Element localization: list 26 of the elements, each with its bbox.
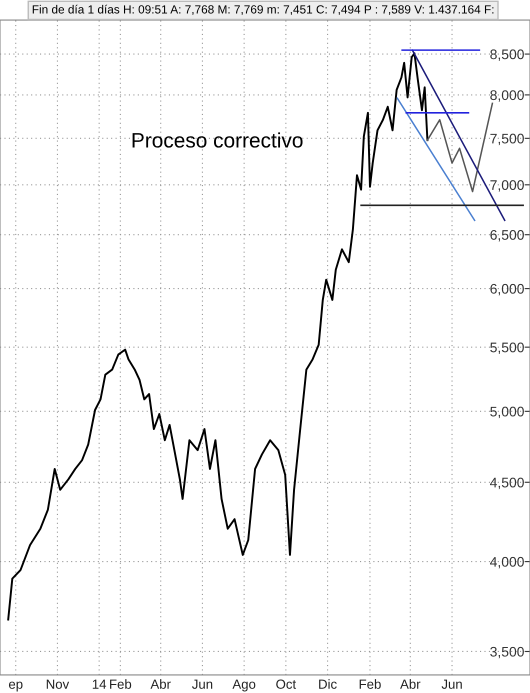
x-tick-label: Oct bbox=[276, 679, 296, 689]
y-tick-label: 5,000 bbox=[490, 406, 524, 418]
y-tick-label: 7,500 bbox=[490, 134, 524, 146]
x-tick-label: Dic bbox=[319, 679, 337, 689]
chart-title: Fin de día 1 días H: 09:51 A: 7,768 M: 7,769 m: 7,451 C: 7,494 P : 7,589 V: 1.437.164 F: bbox=[32, 4, 494, 15]
y-tick-label: 6,000 bbox=[490, 284, 524, 296]
x-tick-label: Feb bbox=[360, 679, 381, 689]
x-tick-label: Jun bbox=[442, 680, 462, 689]
y-tick-label: 8,000 bbox=[490, 90, 524, 102]
x-tick-label: Nov bbox=[46, 680, 70, 689]
x-tick-label: 14 bbox=[92, 680, 106, 689]
annotation: Proceso correctivo bbox=[132, 132, 303, 148]
y-tick-label: 5,500 bbox=[490, 342, 524, 354]
y-tick-label: 3,500 bbox=[490, 646, 524, 658]
y-tick-label: 6,500 bbox=[490, 230, 524, 242]
y-tick-label: 7,000 bbox=[490, 180, 524, 192]
x-tick-label: Ago bbox=[232, 680, 256, 692]
y-tick-label: 8,500 bbox=[490, 49, 524, 61]
x-tick-label: Abr bbox=[400, 679, 420, 689]
x-tick-label: Jun bbox=[192, 680, 212, 689]
x-tick-label: Feb bbox=[110, 679, 132, 689]
line-series bbox=[7, 52, 428, 621]
x-tick-label: Abr bbox=[150, 679, 171, 689]
y-tick-label: 4,500 bbox=[490, 478, 524, 490]
x-tick-label: ep bbox=[8, 682, 23, 692]
y-tick-label: 4,000 bbox=[490, 556, 524, 568]
